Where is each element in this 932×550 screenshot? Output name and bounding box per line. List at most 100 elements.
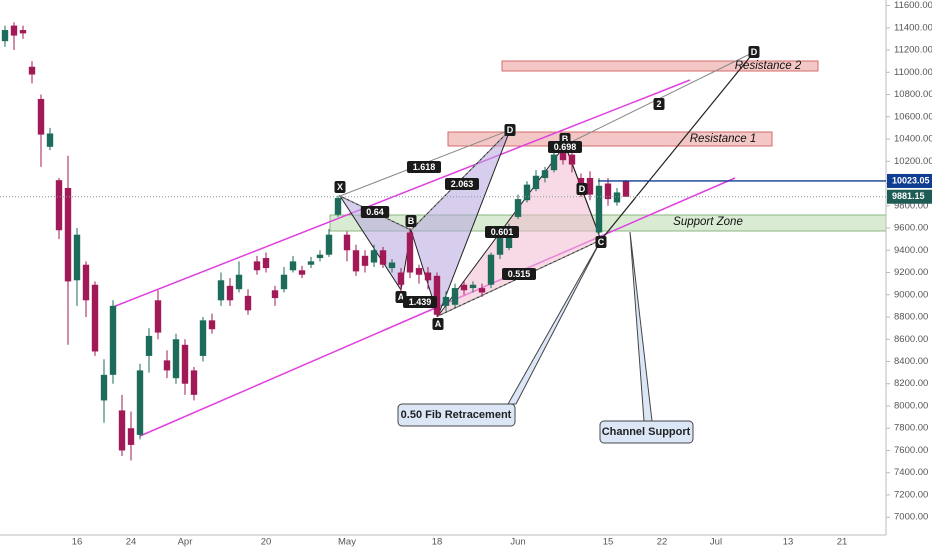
candle-body [109,305,117,375]
candle-body [289,261,297,271]
pattern-label-box [405,215,417,227]
candle-body [82,264,90,301]
candle-body [271,290,279,299]
pattern-label: 2 [656,99,661,109]
candle-body [568,154,576,165]
candle-body [172,339,180,379]
zone-label: Resistance 1 [690,133,756,145]
candle-body [442,296,450,306]
candle-body [388,262,396,269]
candle-body [55,180,63,231]
pattern-label-box [334,181,346,193]
candle-body [622,181,630,197]
y-tick-label: 8800.00 [894,312,928,323]
candle-body [487,254,495,285]
candle-body [550,154,558,171]
resistance-2-zone [501,60,819,72]
price-label-box [887,189,932,204]
callout-box [397,403,516,427]
pattern-label: 0.698 [554,142,577,152]
candle-body [280,274,288,290]
candle-body [154,300,162,333]
candle-body [451,288,459,305]
candle-body [514,199,522,217]
candle-body [496,238,504,255]
y-tick-label: 9200.00 [894,267,928,278]
candle-body [361,255,369,266]
pattern-label-box [504,124,516,136]
candle-body [334,197,342,215]
pattern-label: D [579,184,586,194]
pattern-label: B [562,134,569,144]
candle-body [199,320,207,356]
y-tick-label: 9000.00 [894,289,928,300]
candle-body [424,272,432,281]
cd-projection [600,51,755,241]
y-tick-label: 10400.00 [894,134,932,145]
candle-body [136,370,144,435]
candle-body [64,187,72,282]
pattern-label-box [407,161,441,173]
y-tick-label: 8600.00 [894,334,928,345]
pattern-label-box [403,296,437,308]
pattern-label: X [337,182,343,192]
y-tick-label: 9600.00 [894,223,928,234]
candle-body [613,192,621,203]
candle-body [325,234,333,255]
pattern-label: 0.64 [366,207,384,217]
y-tick-label: 10800.00 [894,89,932,100]
candle-body [379,250,387,265]
price-label: 9881.15 [892,191,925,201]
candle-body [397,272,405,285]
y-tick-label: 8400.00 [894,356,928,367]
y-tick-label: 10600.00 [894,111,932,122]
callout-label: 0.50 Fib Retracement [401,409,512,421]
candle-body [460,284,468,291]
price-label: 10023.05 [892,175,930,185]
pattern-label-box [432,318,444,330]
channel-upper [112,79,691,308]
pattern-label: 0.601 [491,227,514,237]
candle-body [316,254,324,259]
y-tick-label: 11000.00 [894,67,932,78]
y-tick-label: 8000.00 [894,400,928,411]
y-tick-label: 7000.00 [894,512,928,523]
x-tick-label: 18 [432,537,443,548]
x-tick-label: Jun [510,537,525,548]
pattern-label-box [576,183,588,195]
pattern-label: 0.515 [508,269,531,279]
pattern-1-xb [339,195,412,231]
x-tick-label: May [338,537,356,548]
candle-body [46,133,54,147]
candle-body [523,184,531,201]
pattern-label-box [485,226,519,238]
candle-body [208,320,216,330]
candle-body [91,284,99,352]
x-tick-label: 15 [603,537,614,548]
callout-box [599,420,694,444]
y-tick-label: 9400.00 [894,245,928,256]
y-tick-label: 8200.00 [894,378,928,389]
y-tick-label: 7200.00 [894,489,928,500]
candle-body [19,30,27,34]
candle-body [163,360,171,371]
x-tick-label: Jul [710,537,722,548]
pattern-label: C [598,237,605,247]
y-tick-label: 7600.00 [894,445,928,456]
candle-body [235,274,243,290]
pattern-label-box [595,236,607,248]
y-tick-label: 7400.00 [894,467,928,478]
x-tick-label: 22 [657,537,668,548]
x-tick-label: 21 [837,537,848,548]
candle-body [262,258,270,269]
pattern-label: A [398,292,405,302]
y-tick-label: 11200.00 [894,45,932,56]
candle-body [433,275,441,315]
candle-body [1,30,9,42]
x-tick-label: 20 [261,537,272,548]
y-tick-label: 9800.00 [894,200,928,211]
x-tick-label: 24 [126,537,137,548]
pattern-label: D [507,125,514,135]
pattern-label-box [502,268,536,280]
